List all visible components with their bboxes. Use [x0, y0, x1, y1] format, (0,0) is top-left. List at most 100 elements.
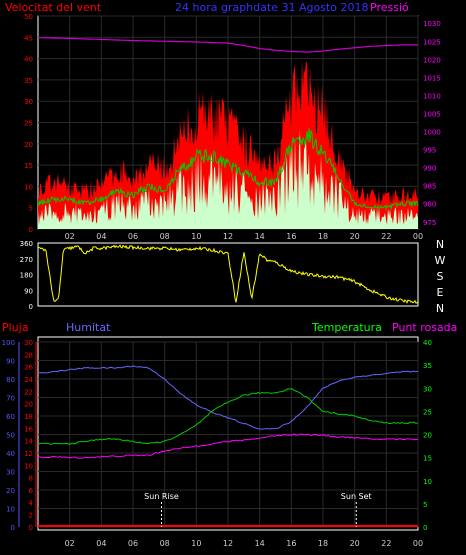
temp-tick-right: 0: [423, 524, 427, 532]
humidity-tick: 20: [6, 487, 15, 495]
pressure-tick-right: 995: [423, 147, 436, 155]
temp-tick-x: 02: [65, 539, 75, 548]
temp-tick-right: 40: [423, 339, 432, 347]
wind-tick-x: 20: [350, 232, 360, 241]
temperature-line: [37, 388, 419, 445]
sun-annotation: Sun Rise: [144, 492, 179, 501]
rain-tick: 30: [24, 339, 33, 347]
wind-tick-left: 50: [24, 13, 33, 21]
wind-axis: 0510152025303540455097598098599099510001…: [24, 13, 441, 241]
wind-tick-left: 35: [24, 77, 33, 85]
wind-tick-left: 45: [24, 34, 33, 42]
temp-axis: 0102030405060708090100024681012141618202…: [2, 339, 432, 548]
rain-tick: 2: [29, 512, 33, 520]
temp-tick-right: 15: [423, 455, 432, 463]
temp-tick-x: 00: [413, 539, 423, 548]
rain-tick: 26: [24, 364, 33, 372]
temp-tick-right: 5: [423, 501, 427, 509]
direction-tick-left: 360: [20, 240, 33, 248]
header-left-label: Velocitat del vent: [5, 1, 102, 14]
direction-series: [37, 244, 419, 304]
temp-tick-right: 35: [423, 362, 432, 370]
pressure-tick-right: 985: [423, 183, 436, 191]
wind-tick-x: 08: [160, 232, 170, 241]
humidity-tick: 40: [6, 450, 15, 458]
humidity-tick: 70: [6, 395, 15, 403]
humidity-tick: 10: [6, 506, 15, 514]
pressure-tick-right: 1030: [423, 20, 441, 28]
pressure-tick-right: 975: [423, 219, 436, 227]
temp-tick-x: 12: [223, 539, 233, 548]
wind-tick-left: 10: [24, 183, 33, 191]
label-humitat: Humitat: [66, 321, 111, 334]
rain-tick: 8: [29, 475, 33, 483]
humidity-tick: 100: [2, 339, 15, 347]
direction-line: [37, 244, 419, 304]
direction-tick-left: 90: [24, 287, 33, 295]
wind-tick-left: 0: [29, 226, 33, 234]
rain-tick: 28: [24, 351, 33, 359]
pressure-tick-right: 990: [423, 165, 436, 173]
pressure-tick-right: 1005: [423, 110, 441, 118]
rain-tick: 16: [24, 425, 33, 433]
temp-tick-right: 20: [423, 432, 432, 440]
temp-tick-x: 06: [128, 539, 138, 548]
direction-compass-label: W: [435, 254, 446, 267]
rain-tick: 24: [24, 376, 33, 384]
wind-tick-x: 06: [128, 232, 138, 241]
wind-tick-x: 02: [65, 232, 75, 241]
temp-tick-x: 16: [286, 539, 296, 548]
direction-compass-label: S: [437, 270, 444, 283]
dewpoint-line: [37, 433, 419, 459]
temp-tick-right: 30: [423, 385, 432, 393]
humidity-line: [37, 365, 419, 430]
temp-tick-right: 10: [423, 478, 432, 486]
wind-series: [37, 37, 419, 230]
wind-tick-x: 16: [286, 232, 296, 241]
humidity-tick: 90: [6, 358, 15, 366]
pressure-tick-right: 1020: [423, 56, 441, 64]
wind-tick-x: 18: [318, 232, 328, 241]
humidity-tick: 60: [6, 413, 15, 421]
temp-tick-x: 10: [191, 539, 201, 548]
rain-tick: 4: [29, 499, 34, 507]
wind-tick-left: 5: [29, 205, 33, 213]
direction-compass-label: N: [436, 302, 444, 315]
wind-tick-left: 25: [24, 120, 33, 128]
rain-tick: 22: [24, 388, 33, 396]
humidity-tick: 80: [6, 376, 15, 384]
wind-tick-x: 10: [191, 232, 201, 241]
pressure-tick-right: 1025: [423, 38, 441, 46]
lull-area: [38, 129, 418, 229]
direction-tick-left: 180: [20, 272, 33, 280]
pressure-tick-right: 1010: [423, 92, 441, 100]
wind-tick-x: 22: [381, 232, 391, 241]
avg-wind-line: [37, 128, 419, 211]
label-punt-rosada: Punt rosada: [392, 321, 457, 334]
pressure-tick-right: 980: [423, 201, 436, 209]
rain-tick: 10: [24, 462, 33, 470]
wind-tick-x: 12: [223, 232, 233, 241]
temp-tick-x: 22: [381, 539, 391, 548]
label-temperatura: Temperatura: [311, 321, 382, 334]
sun-annotation: Sun Set: [341, 492, 372, 501]
wind-tick-x: 00: [413, 232, 423, 241]
temp-tick-x: 18: [318, 539, 328, 548]
rain-tick: 12: [24, 450, 33, 458]
direction-tick-left: 0: [29, 303, 33, 311]
humidity-tick: 30: [6, 469, 15, 477]
direction-tick-left: 270: [20, 256, 33, 264]
wind-tick-left: 30: [24, 98, 33, 106]
direction-compass-label: N: [436, 238, 444, 251]
label-pluja: Pluja: [2, 321, 28, 334]
temp-tick-right: 25: [423, 408, 432, 416]
header-title: 24 hora graphdate 31 Agosto 2018: [175, 1, 368, 14]
pressure-line: [38, 37, 418, 53]
temp-tick-x: 04: [96, 539, 106, 548]
temp-tick-x: 08: [160, 539, 170, 548]
pressure-tick-right: 1000: [423, 129, 441, 137]
rain-tick: 14: [24, 438, 33, 446]
rain-tick: 18: [24, 413, 33, 421]
